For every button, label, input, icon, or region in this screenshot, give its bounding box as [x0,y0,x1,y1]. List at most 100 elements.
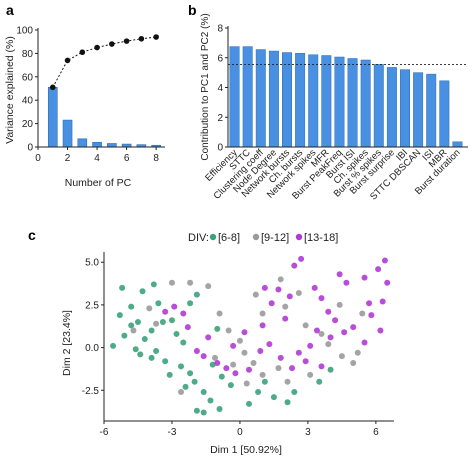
scatter-point [171,303,178,310]
scatter-point [291,388,298,395]
scatter-point [207,397,214,404]
scatter-point [243,380,250,387]
scatter-point [284,378,291,385]
scatter-point [307,371,314,378]
panel-label-b: b [188,2,197,18]
contribution-bar [268,50,279,148]
panel-a-chart: 0 20 40 60 80 100 0 2 4 6 8 Number of PC Variance … [4,26,165,189]
scatter-point [325,308,332,315]
scatter-point [162,308,169,315]
legend-label: [9-12] [261,232,289,244]
cumulative-point-pc4 [94,44,100,51]
panel-a-ylabel: Variance explained (%) [4,36,16,144]
legend-label: [6-8] [218,232,240,244]
scatter-point [318,330,325,337]
panel-a-xlabel: Number of PC [65,177,132,189]
cumulative-point-pc5 [109,41,115,47]
scatter-point [381,257,388,264]
scatter-point [284,399,291,406]
scatter-point [159,318,166,325]
scatter-point [259,371,266,378]
y-tick-label: 2.5 [85,300,99,311]
y-tick-label: 5.0 [85,258,99,269]
scatter-point [128,322,135,329]
x-tick-label: 2 [65,153,71,164]
scatter-points [110,255,391,416]
scatter-point [182,383,189,390]
contribution-bar [295,53,306,148]
x-tick-label: 6 [373,427,379,438]
y-tick-label: 0 [27,143,33,154]
scatter-point [184,324,191,331]
y-tick-label: 0.0 [85,343,99,354]
scatter-point [259,322,266,329]
panel-label-c: c [28,227,36,243]
contribution-bar [334,56,345,148]
scatter-point [130,327,137,334]
cumulative-point-pc6 [123,38,130,44]
scatter-point [268,300,275,307]
scatter-point [200,409,207,416]
panel-a-axes: 0 20 40 60 80 100 0 2 4 6 8 [16,26,165,164]
panel-c-ylabel: Dim 2 [23.4%] [61,310,73,376]
scatter-point [214,325,221,332]
scatter-point [216,310,223,317]
scatter-point [275,286,282,293]
scatter-point [180,339,187,346]
scatter-point [336,271,343,278]
scatter-point [191,378,198,385]
scatter-point [261,378,268,385]
scatter-point [350,324,357,331]
contribution-bar [308,54,319,148]
scatter-point [341,329,348,336]
scatter-point [286,293,293,300]
scatter-point [282,315,289,322]
scatter-point [261,284,268,291]
scatter-point [336,301,343,308]
scatter-point [214,359,221,366]
scatter-point [338,353,345,360]
scatter-point [307,342,314,349]
variance-bar-pc2 [62,119,73,148]
x-tick-label: 0 [35,153,41,164]
scatter-point [116,312,123,319]
contribution-bar [373,64,384,148]
legend-marker [295,233,303,241]
scatter-point [236,337,243,344]
variance-bar-pc4 [92,142,102,148]
x-tick-label: -6 [100,427,109,438]
panel-c-chart: DIV: [6-8] [9-12] [13-18] -2.50.02.55.0-6-… [61,232,394,456]
panel-c-xlabel: Dim 1 [50.92%] [210,444,282,456]
scatter-point [200,353,207,360]
scatter-point [252,291,259,298]
scatter-point [361,274,368,281]
contribution-bar [321,55,332,148]
scatter-point [209,361,216,368]
panel-b-axes: 0 2 4 6 8 [217,24,468,154]
scatter-point [155,300,162,307]
legend-label: [13-18] [304,232,338,244]
cumulative-point-pc7 [138,35,145,42]
scatter-point [275,365,282,372]
scatter-point [379,298,386,305]
scatter-point [218,373,225,380]
contribution-bar [386,67,397,148]
scatter-point [230,361,237,368]
scatter-point [178,363,185,370]
scatter-point [212,354,219,361]
scatter-point [110,342,117,349]
legend-marker [252,233,260,241]
scatter-point [241,349,248,356]
contribution-bar [360,59,371,148]
x-tick-label: 6 [124,153,130,164]
scatter-point [318,295,325,302]
scatter-point [325,341,332,348]
y-tick-label: 20 [22,119,34,130]
panel-c-axes: -2.5 0.0 2.5 5.0 -6 -3 0 3 6 [82,252,394,438]
scatter-point [366,300,373,307]
scatter-point [168,317,175,324]
scatter-point [368,312,375,319]
scatter-point [250,359,257,366]
y-tick-label: 2 [217,113,223,124]
